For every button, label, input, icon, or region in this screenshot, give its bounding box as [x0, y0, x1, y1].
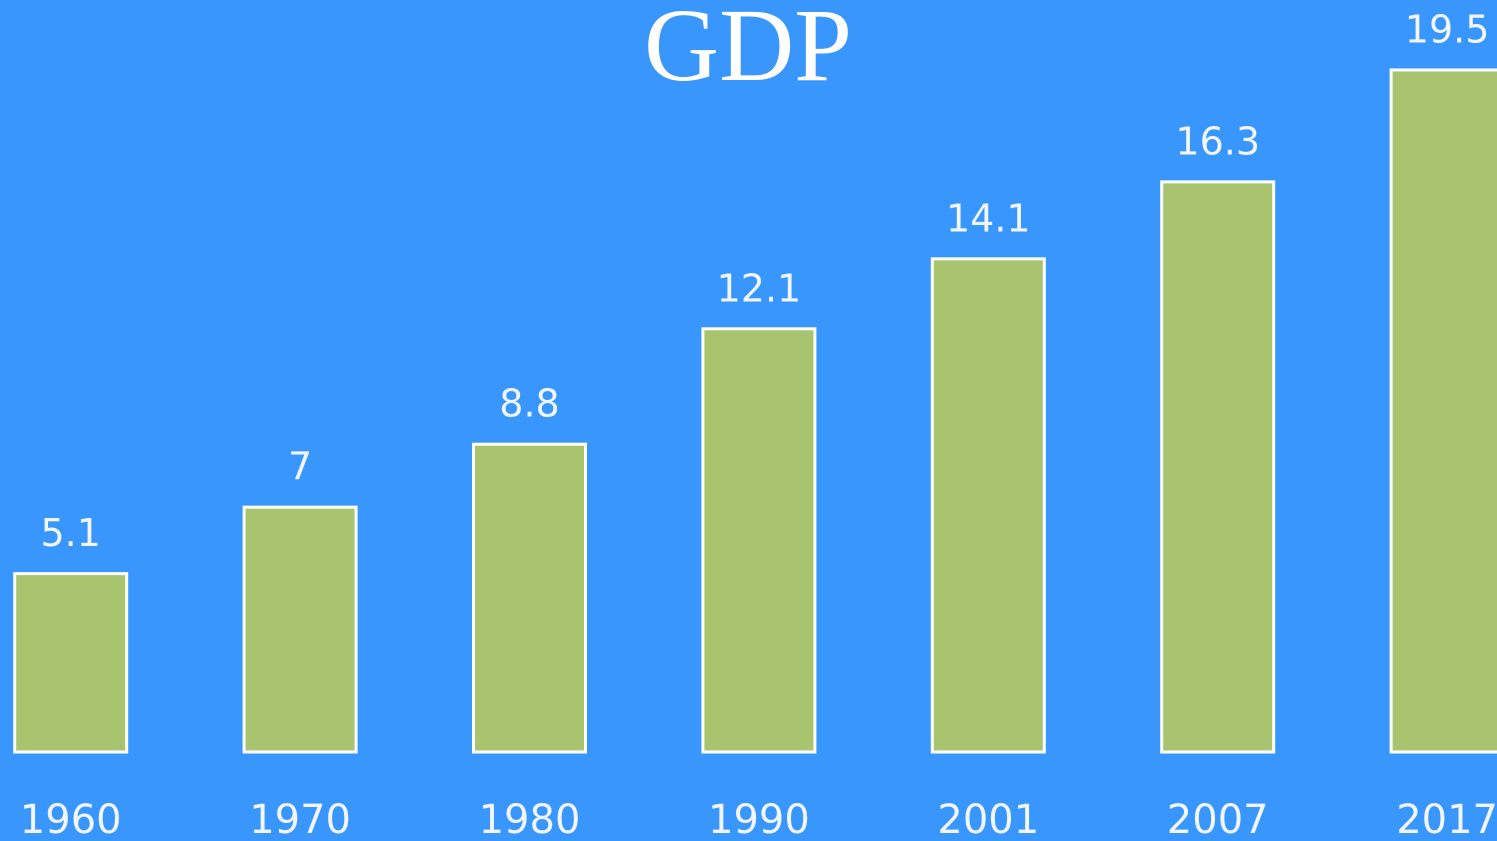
value-label: 14.1	[946, 196, 1031, 240]
bar	[1160, 180, 1276, 754]
bar	[242, 505, 358, 754]
value-label: 8.8	[499, 382, 559, 426]
value-label: 19.5	[1405, 7, 1490, 51]
value-label: 12.1	[717, 266, 802, 310]
chart-title: GDP	[644, 0, 852, 103]
x-tick-label: 1960	[20, 797, 122, 841]
bar	[13, 572, 129, 754]
x-tick-label: 1970	[249, 797, 351, 841]
bar	[472, 442, 587, 754]
x-tick-label: 2017	[1396, 797, 1497, 841]
x-tick-label: 2007	[1167, 797, 1269, 841]
bar	[1389, 68, 1497, 754]
x-tick-label: 1990	[708, 797, 810, 841]
bar	[701, 327, 817, 754]
x-tick-label: 2001	[937, 797, 1039, 841]
value-label: 5.1	[40, 511, 100, 555]
bar	[930, 257, 1046, 754]
value-label: 16.3	[1175, 119, 1260, 163]
value-label: 7	[288, 445, 312, 489]
x-tick-label: 1980	[479, 797, 581, 841]
